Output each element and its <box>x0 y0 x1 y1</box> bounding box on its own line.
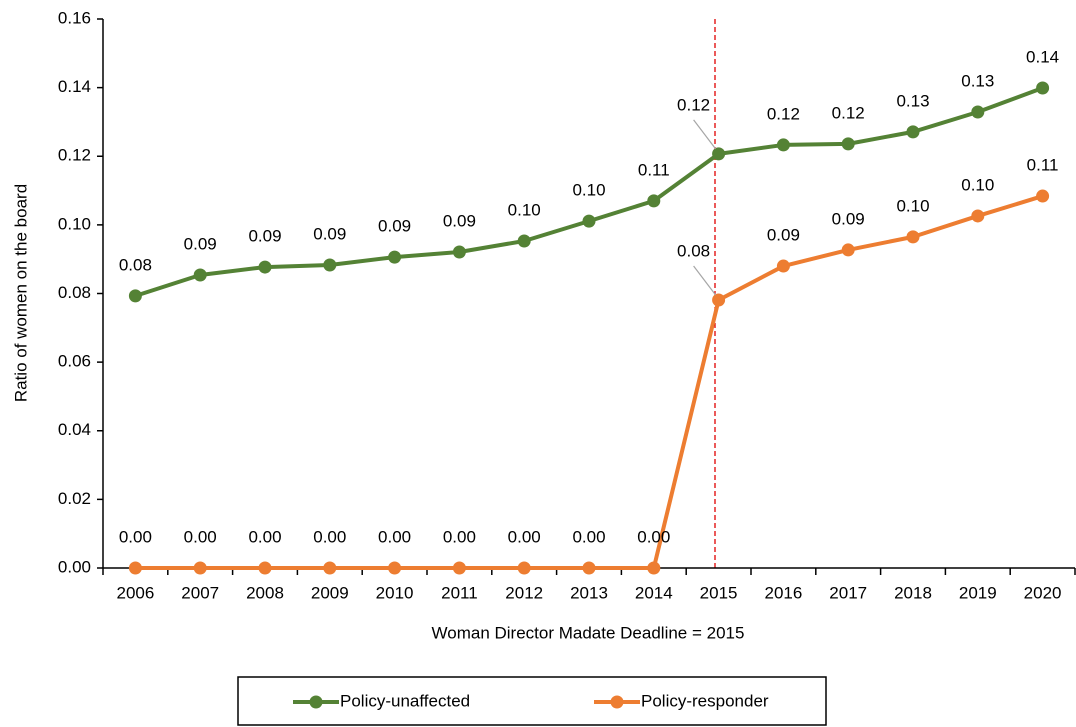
legend-box <box>237 676 827 726</box>
point <box>647 194 661 208</box>
value-label: 0.09 <box>378 217 411 236</box>
value-label: 0.11 <box>638 160 670 179</box>
value-label: 0.00 <box>313 527 346 546</box>
y-tick-label: 0.04 <box>58 420 91 439</box>
point <box>323 561 337 575</box>
point <box>906 125 920 139</box>
point <box>712 147 726 161</box>
x-tick-label: 2017 <box>829 583 867 602</box>
x-tick-label: 2014 <box>635 583 673 602</box>
point <box>128 289 142 303</box>
point <box>776 259 790 273</box>
point <box>582 561 596 575</box>
x-tick-label: 2006 <box>116 583 154 602</box>
value-label: 0.09 <box>313 225 346 244</box>
point <box>1036 189 1050 203</box>
value-label: 0.00 <box>119 527 152 546</box>
point <box>193 561 207 575</box>
value-label: 0.13 <box>896 91 929 110</box>
point <box>1036 81 1050 95</box>
x-tick-label: 2016 <box>764 583 802 602</box>
value-label: 0.10 <box>508 200 541 219</box>
y-tick-label: 0.10 <box>58 214 91 233</box>
legend-label: Policy-responder <box>641 691 769 710</box>
value-label: 0.00 <box>637 527 670 546</box>
value-label: 0.12 <box>767 104 800 123</box>
value-label: 0.00 <box>572 527 605 546</box>
value-label: 0.12 <box>832 103 865 122</box>
x-tick-label: 2015 <box>700 583 738 602</box>
value-label: 0.09 <box>443 211 476 230</box>
point <box>776 138 790 152</box>
point <box>452 245 466 259</box>
point <box>258 561 272 575</box>
value-label: 0.13 <box>961 71 994 90</box>
value-label: 0.00 <box>508 527 541 546</box>
value-label: 0.10 <box>961 175 994 194</box>
point <box>971 209 985 223</box>
point <box>841 243 855 257</box>
point <box>452 561 466 575</box>
x-tick-label: 2010 <box>376 583 414 602</box>
x-tick-label: 2019 <box>959 583 997 602</box>
point <box>906 230 920 244</box>
y-tick-label: 0.02 <box>58 489 91 508</box>
point <box>841 137 855 151</box>
value-label: 0.09 <box>832 209 865 228</box>
point <box>971 105 985 119</box>
legend-marker <box>309 695 323 709</box>
value-label: 0.14 <box>1026 47 1059 66</box>
value-label: 0.11 <box>1027 156 1059 175</box>
x-tick-label: 2011 <box>441 583 478 602</box>
point <box>647 561 661 575</box>
leader-line <box>693 265 717 296</box>
x-tick-label: 2018 <box>894 583 932 602</box>
x-tick-label: 2007 <box>181 583 219 602</box>
point <box>258 260 272 274</box>
point <box>388 250 402 264</box>
point <box>128 561 142 575</box>
value-label: 0.00 <box>248 527 281 546</box>
y-tick-label: 0.08 <box>58 283 91 302</box>
value-label: 0.00 <box>443 527 476 546</box>
point <box>388 561 402 575</box>
value-label: 0.09 <box>767 226 800 245</box>
point <box>323 258 337 272</box>
value-label: 0.10 <box>896 196 929 215</box>
point <box>582 214 596 228</box>
x-tick-label: 2008 <box>246 583 284 602</box>
x-tick-label: 2012 <box>505 583 543 602</box>
value-label: 0.09 <box>184 234 217 253</box>
y-tick-label: 0.00 <box>58 557 91 576</box>
legend-marker <box>610 695 624 709</box>
value-label: 0.10 <box>572 181 605 200</box>
x-tick-label: 2013 <box>570 583 608 602</box>
point <box>193 268 207 282</box>
point <box>712 293 726 307</box>
x-tick-label: 2009 <box>311 583 349 602</box>
value-label: 0.08 <box>119 255 152 274</box>
y-tick-label: 0.14 <box>58 77 91 96</box>
value-label: 0.08 <box>677 242 710 261</box>
y-tick-label: 0.16 <box>58 8 91 27</box>
value-label: 0.00 <box>184 527 217 546</box>
x-tick-label: 2020 <box>1024 583 1062 602</box>
point <box>517 234 531 248</box>
y-tick-label: 0.12 <box>58 146 91 165</box>
point <box>517 561 531 575</box>
value-label: 0.00 <box>378 527 411 546</box>
legend-label: Policy-unaffected <box>340 691 470 710</box>
value-label: 0.12 <box>677 95 710 114</box>
y-tick-label: 0.06 <box>58 352 91 371</box>
x-axis-title: Woman Director Madate Deadline = 2015 <box>432 623 745 642</box>
y-axis-title: Ratio of women on the board <box>11 184 30 402</box>
value-label: 0.09 <box>248 227 281 246</box>
leader-line <box>693 119 717 150</box>
series-line <box>135 194 1044 570</box>
